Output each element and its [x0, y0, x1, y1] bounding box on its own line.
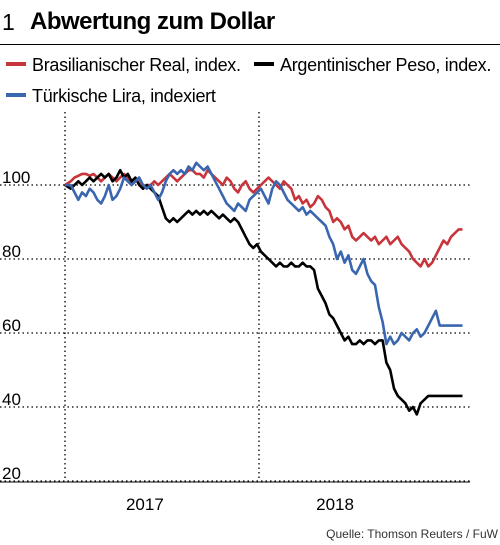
- y-tick-label: 20: [2, 464, 21, 483]
- x-tick-label: 2018: [316, 495, 354, 514]
- legend-swatch-peso: [254, 62, 274, 67]
- legend-label-lira: Türkische Lira, indexiert: [32, 86, 216, 106]
- y-tick-label: 80: [2, 242, 21, 261]
- legend-swatch-lira: [6, 93, 26, 98]
- series-line-2: [65, 161, 463, 346]
- series-line-0: [64, 168, 463, 268]
- legend-item-lira: Türkische Lira, indexiert: [6, 86, 216, 106]
- y-tick-label: 100: [2, 168, 30, 187]
- source-note: Quelle: Thomson Reuters / FuW: [326, 527, 498, 541]
- legend-label-peso: Argentinischer Peso, index.: [280, 55, 492, 75]
- series-line-1: [64, 168, 463, 416]
- legend-item-peso: Argentinischer Peso, index.: [254, 55, 491, 75]
- y-tick-label: 60: [2, 316, 21, 335]
- y-tick-label: 40: [2, 390, 21, 409]
- legend-item-real: Brasilianischer Real, index.: [6, 55, 241, 75]
- figure-title: Abwertung zum Dollar: [30, 8, 275, 35]
- figure-title-row: 1 Abwertung zum Dollar: [0, 6, 500, 36]
- legend-label-real: Brasilianischer Real, index.: [32, 55, 241, 75]
- figure-number: 1: [2, 9, 15, 35]
- legend-swatch-real: [6, 62, 26, 67]
- title-rule: [0, 44, 500, 45]
- x-tick-label: 2017: [126, 495, 164, 514]
